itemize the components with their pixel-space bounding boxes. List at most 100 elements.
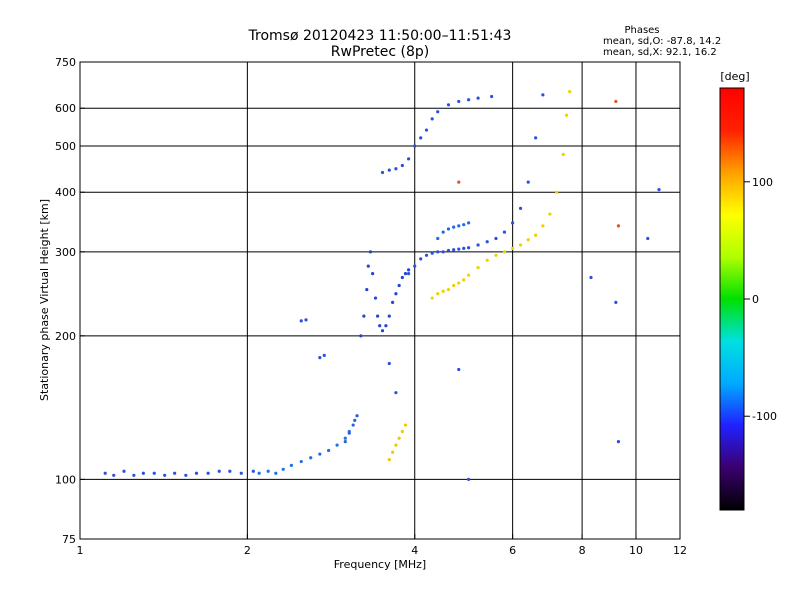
x-tick-label: 6 — [509, 544, 516, 557]
colorbar-label: [deg] — [720, 70, 749, 83]
data-point — [304, 318, 308, 322]
data-point — [266, 469, 270, 473]
data-point — [446, 287, 451, 292]
y-tick-label: 750 — [55, 56, 76, 69]
data-point — [476, 96, 480, 100]
data-point — [384, 324, 388, 328]
data-point — [397, 436, 401, 440]
data-point — [446, 227, 451, 231]
plot-frame — [79, 61, 681, 540]
chart-title: Tromsø 20120423 11:50:00–11:51:43 — [248, 28, 512, 44]
data-point — [511, 246, 515, 250]
data-point — [419, 257, 423, 261]
chart-subtitle: RwPretec (8p) — [331, 44, 429, 60]
data-point — [424, 128, 429, 132]
data-point — [494, 253, 498, 257]
data-point — [359, 334, 363, 338]
data-point — [400, 163, 404, 168]
y-tick-label: 200 — [55, 330, 76, 343]
colorbar-ticks: 100 0 -100 — [744, 176, 777, 423]
data-points — [103, 90, 661, 482]
data-point — [494, 236, 498, 241]
data-point — [407, 272, 411, 276]
data-point — [446, 248, 451, 253]
legend-line-x: mean, sd,X: 92.1, 16.2 — [603, 47, 717, 58]
data-point — [555, 190, 559, 194]
data-point — [568, 90, 572, 94]
data-point — [309, 456, 313, 460]
data-point — [467, 221, 471, 225]
grid-lines — [80, 62, 680, 539]
data-point — [403, 423, 408, 427]
data-point — [274, 471, 278, 475]
data-point — [355, 414, 359, 418]
data-point — [462, 223, 466, 227]
data-point — [335, 443, 339, 447]
x-axis-label: Frequency [MHz] — [334, 558, 426, 571]
data-point — [467, 98, 471, 102]
data-point — [518, 243, 523, 247]
y-tick-label: 75 — [62, 533, 76, 546]
data-point — [457, 99, 461, 104]
data-point — [400, 275, 404, 280]
legend-line-o: mean, sd,O: -87.8, 14.2 — [603, 36, 721, 47]
data-point — [485, 258, 489, 262]
data-point — [436, 236, 440, 241]
data-point — [391, 300, 395, 305]
data-point — [476, 265, 480, 270]
colorbar — [719, 87, 745, 511]
data-point — [518, 206, 523, 210]
x-tick-label: 12 — [673, 544, 687, 557]
data-point — [299, 319, 303, 323]
data-point — [485, 240, 489, 244]
data-point — [457, 180, 461, 184]
legend-title: Phases — [624, 25, 659, 36]
data-point — [616, 440, 621, 444]
data-point — [407, 157, 411, 161]
data-point — [526, 238, 530, 242]
data-point — [251, 469, 255, 473]
data-point — [380, 170, 385, 175]
data-point — [614, 99, 618, 104]
x-tick-label: 1 — [77, 544, 84, 557]
y-axis-label: Stationary phase Virtual Height [km] — [38, 199, 51, 401]
data-point — [457, 224, 461, 228]
x-tick-label: 8 — [579, 544, 586, 557]
data-point — [436, 110, 440, 114]
data-point — [511, 221, 515, 225]
data-point — [122, 469, 126, 473]
data-point — [462, 278, 466, 282]
x-tick-label: 2 — [244, 544, 251, 557]
data-point — [228, 469, 232, 473]
data-point — [616, 224, 621, 228]
data-point — [217, 469, 221, 473]
data-point — [526, 180, 530, 184]
colorbar-tick-label: -100 — [752, 410, 777, 423]
data-point — [394, 292, 398, 296]
data-point — [430, 251, 434, 255]
data-point — [394, 167, 398, 171]
data-point — [452, 248, 456, 252]
data-point — [103, 471, 107, 475]
data-point — [446, 103, 451, 107]
data-point — [376, 314, 380, 318]
data-point — [548, 212, 552, 216]
data-point — [441, 250, 445, 254]
data-point — [467, 273, 471, 277]
data-point — [502, 250, 507, 254]
y-tick-label: 300 — [55, 246, 76, 259]
data-point — [394, 391, 398, 395]
data-point — [141, 471, 145, 475]
data-point — [413, 144, 417, 148]
data-point — [378, 324, 382, 328]
data-point — [257, 471, 261, 475]
data-point — [541, 93, 545, 97]
data-point — [430, 117, 434, 121]
data-point — [318, 356, 322, 360]
data-point — [436, 250, 440, 254]
data-point — [403, 272, 408, 276]
data-point — [347, 431, 351, 435]
data-point — [436, 292, 440, 296]
